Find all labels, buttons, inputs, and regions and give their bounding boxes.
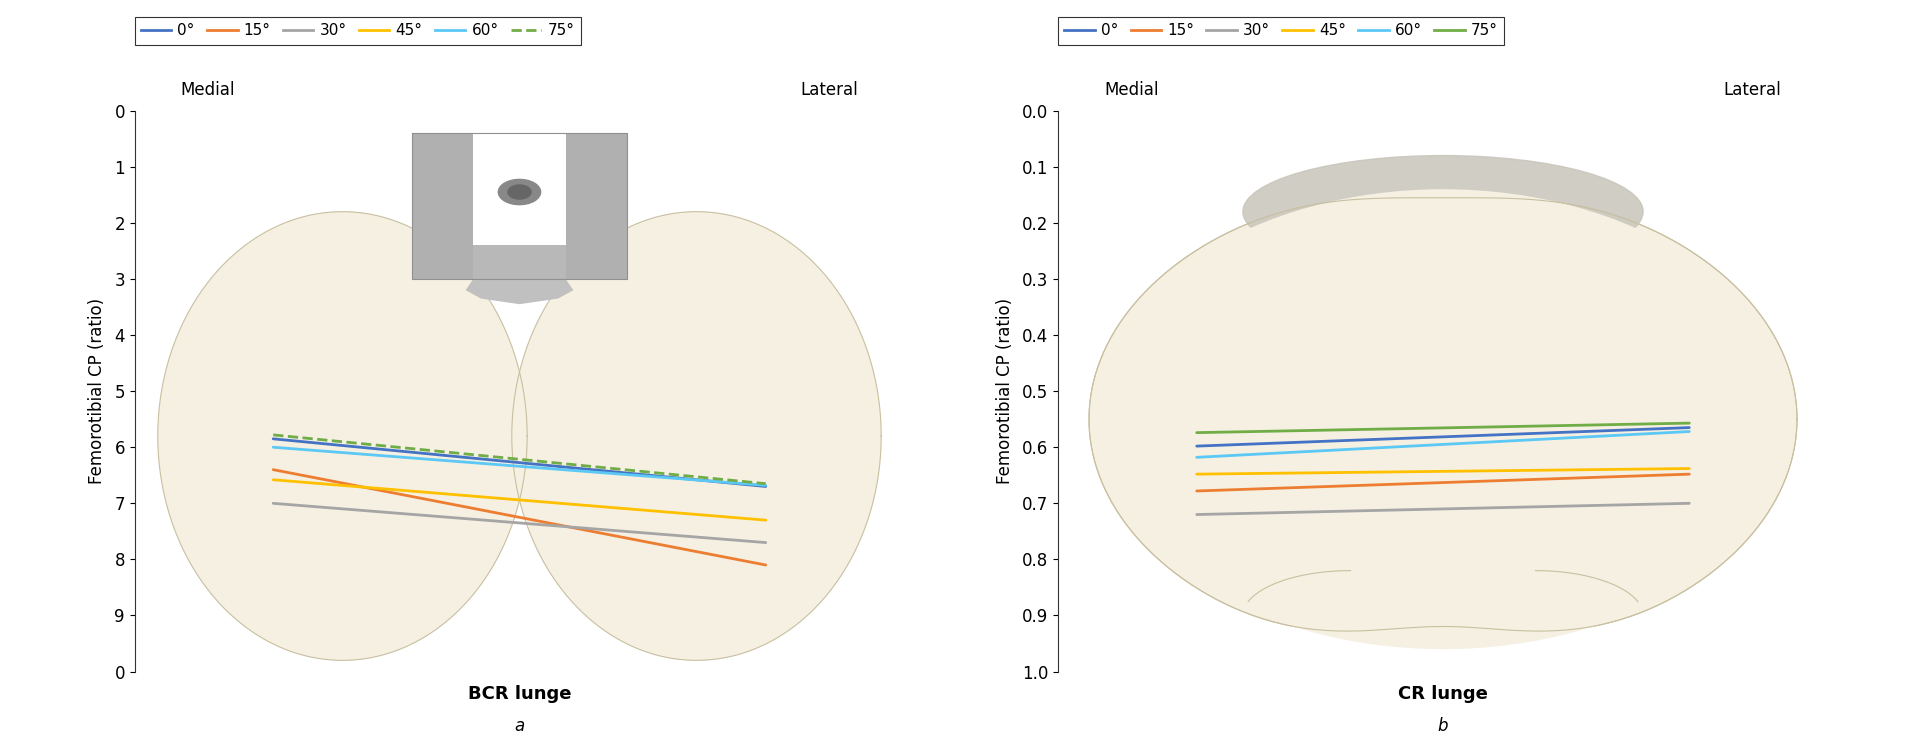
Y-axis label: Femorotibial CP (ratio): Femorotibial CP (ratio)	[996, 298, 1013, 484]
Text: a: a	[513, 717, 525, 734]
Ellipse shape	[498, 179, 540, 204]
Text: Lateral: Lateral	[1723, 81, 1781, 100]
Polygon shape	[412, 133, 627, 279]
Polygon shape	[412, 133, 473, 279]
Polygon shape	[465, 279, 573, 304]
Ellipse shape	[1242, 156, 1642, 268]
Polygon shape	[419, 245, 619, 279]
Polygon shape	[565, 133, 627, 279]
Polygon shape	[512, 212, 881, 661]
Text: b: b	[1436, 717, 1448, 734]
X-axis label: CR lunge: CR lunge	[1398, 686, 1486, 703]
Text: Lateral: Lateral	[800, 81, 858, 100]
Y-axis label: Femorotibial CP (ratio): Femorotibial CP (ratio)	[88, 298, 106, 484]
Polygon shape	[473, 133, 565, 245]
Legend: 0°, 15°, 30°, 45°, 60°, 75°: 0°, 15°, 30°, 45°, 60°, 75°	[1058, 18, 1504, 44]
Polygon shape	[177, 538, 862, 661]
Ellipse shape	[508, 185, 531, 199]
Text: Medial: Medial	[181, 81, 235, 100]
Polygon shape	[158, 212, 527, 661]
Ellipse shape	[1096, 189, 1788, 649]
Polygon shape	[1088, 198, 1796, 631]
X-axis label: BCR lunge: BCR lunge	[467, 686, 571, 703]
Text: Medial: Medial	[1104, 81, 1158, 100]
Legend: 0°, 15°, 30°, 45°, 60°, 75°: 0°, 15°, 30°, 45°, 60°, 75°	[135, 18, 581, 44]
